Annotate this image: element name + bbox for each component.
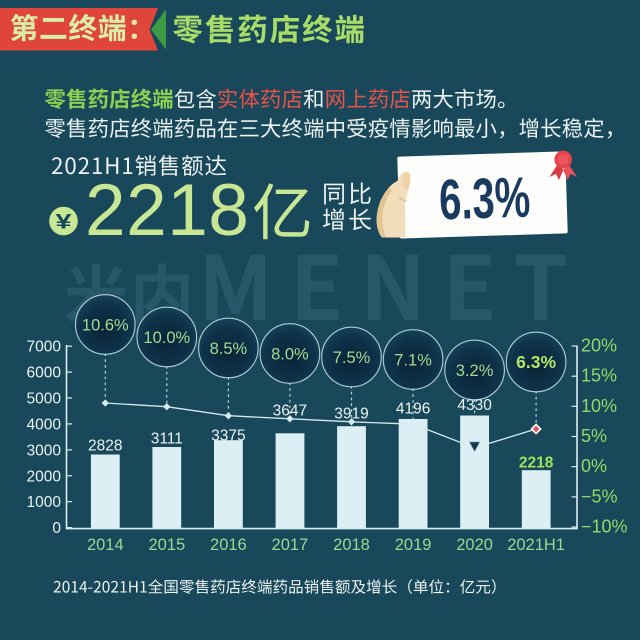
svg-text:3375: 3375 <box>211 428 245 445</box>
svg-text:20%: 20% <box>581 336 617 356</box>
svg-text:3919: 3919 <box>334 406 368 423</box>
svg-text:10%: 10% <box>581 396 617 416</box>
svg-text:2018: 2018 <box>333 536 370 554</box>
svg-text:2828: 2828 <box>88 438 122 455</box>
svg-text:7.5%: 7.5% <box>333 349 371 367</box>
svg-text:10.0%: 10.0% <box>143 329 190 347</box>
svg-text:8.0%: 8.0% <box>271 346 309 364</box>
svg-text:3.2%: 3.2% <box>456 362 494 380</box>
svg-text:3111: 3111 <box>151 431 183 448</box>
svg-text:2016: 2016 <box>210 536 247 554</box>
svg-text:4000: 4000 <box>27 416 62 433</box>
svg-text:3000: 3000 <box>27 442 62 459</box>
svg-text:15%: 15% <box>581 366 617 386</box>
svg-text:0: 0 <box>52 520 61 537</box>
svg-text:8.5%: 8.5% <box>210 340 248 358</box>
svg-text:2000: 2000 <box>27 468 62 485</box>
svg-text:2020: 2020 <box>456 536 493 554</box>
svg-text:−10%: −10% <box>581 517 628 537</box>
svg-text:3647: 3647 <box>273 403 307 420</box>
svg-text:2017: 2017 <box>272 536 309 554</box>
svg-text:1000: 1000 <box>27 494 62 511</box>
svg-text:−5%: −5% <box>581 486 618 506</box>
svg-text:7.1%: 7.1% <box>394 352 432 370</box>
svg-text:2021H1: 2021H1 <box>507 536 565 554</box>
svg-text:0%: 0% <box>581 456 607 476</box>
svg-text:5%: 5% <box>581 426 607 446</box>
svg-text:6.3%: 6.3% <box>438 166 531 233</box>
svg-text:2218: 2218 <box>85 170 249 251</box>
svg-text:7000: 7000 <box>27 339 62 356</box>
svg-text:6000: 6000 <box>27 365 62 382</box>
svg-text:2014: 2014 <box>87 536 124 554</box>
svg-text:5000: 5000 <box>27 391 62 408</box>
svg-text:2015: 2015 <box>148 536 185 554</box>
svg-text:4196: 4196 <box>396 401 430 418</box>
svg-text:2019: 2019 <box>395 536 432 554</box>
svg-text:¥: ¥ <box>56 211 72 234</box>
svg-text:6.3%: 6.3% <box>516 352 556 372</box>
svg-text:2218: 2218 <box>519 455 554 472</box>
svg-text:10.6%: 10.6% <box>82 317 129 335</box>
